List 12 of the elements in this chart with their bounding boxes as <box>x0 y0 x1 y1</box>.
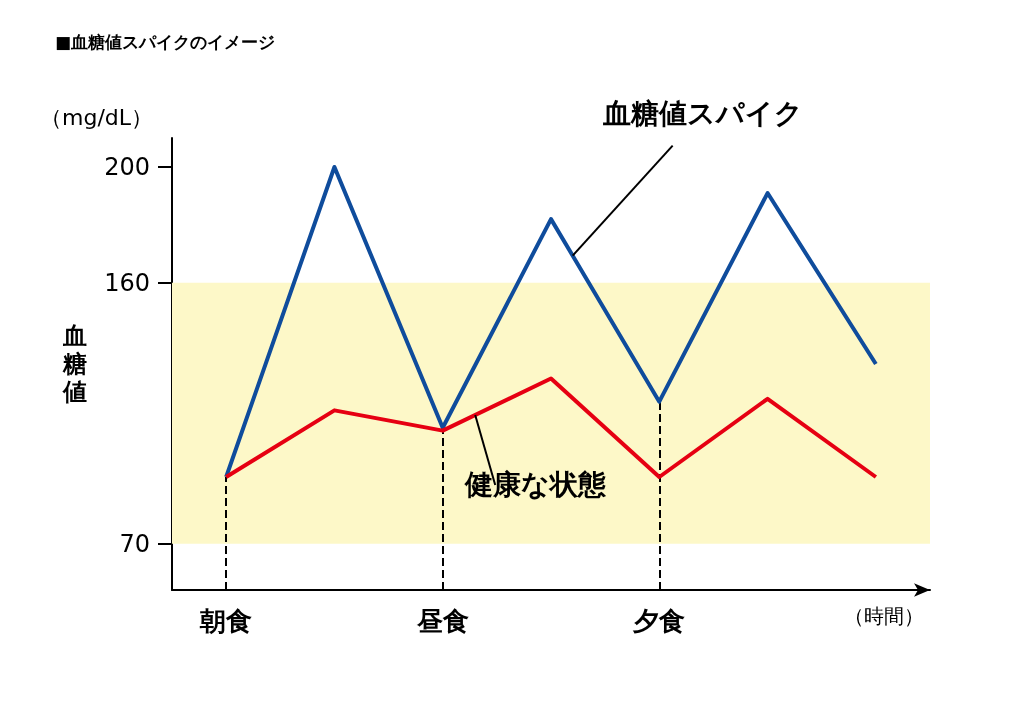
text: 血糖値スパイク <box>601 97 803 131</box>
x-tick-label: 朝食 <box>199 606 253 636</box>
y-axis-title: 血糖値 <box>62 322 87 406</box>
y-tick-label: 70 <box>119 529 150 558</box>
y-tick-label: 200 <box>104 152 150 181</box>
x-tick-label: 昼食 <box>415 606 469 636</box>
series-label: 健康な状態 <box>464 468 608 502</box>
x-axis-title: （時間） <box>844 604 924 628</box>
x-tick-label: 夕食 <box>632 606 686 636</box>
text: （mg/dL） <box>40 104 154 130</box>
chart-title: ■血糖値スパイクのイメージ <box>55 31 276 52</box>
y-tick-label: 160 <box>104 268 150 297</box>
